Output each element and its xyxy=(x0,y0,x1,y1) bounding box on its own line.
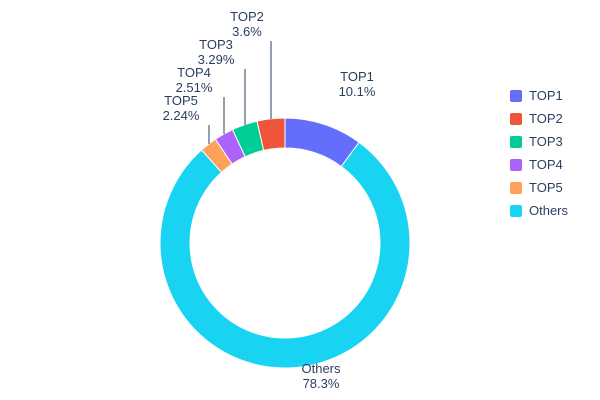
legend-item-top4[interactable]: TOP4 xyxy=(510,157,568,172)
legend-label-top3: TOP3 xyxy=(529,134,563,149)
legend-item-top5[interactable]: TOP5 xyxy=(510,180,568,195)
slice-label-top1-name: TOP1 xyxy=(340,69,374,84)
legend-item-others[interactable]: Others xyxy=(510,203,568,218)
slice-label-top3-pct: 3.29% xyxy=(198,52,235,67)
slice-label-top1-pct: 10.1% xyxy=(339,84,376,99)
legend-item-top1[interactable]: TOP1 xyxy=(510,88,568,103)
pie-slice-top2[interactable] xyxy=(256,117,286,152)
slice-label-top5-name: TOP5 xyxy=(164,93,198,108)
legend-swatch-others xyxy=(510,204,522,217)
legend-label-top1: TOP1 xyxy=(529,88,563,103)
legend-item-top3[interactable]: TOP3 xyxy=(510,134,568,149)
legend-label-others: Others xyxy=(529,203,569,218)
legend-label-top4: TOP4 xyxy=(529,157,563,172)
slice-label-top2-pct: 3.6% xyxy=(232,24,262,39)
donut-slices xyxy=(159,117,411,369)
pie-slice-others[interactable] xyxy=(159,141,411,369)
legend-label-top5: TOP5 xyxy=(529,180,563,195)
legend: TOP1 TOP2 TOP3 TOP4 TOP5 Others xyxy=(510,88,568,218)
slice-label-top4-pct: 2.51% xyxy=(176,80,213,95)
slice-label-top4-name: TOP4 xyxy=(177,65,211,80)
legend-swatch-top5 xyxy=(510,181,522,194)
legend-item-top2[interactable]: TOP2 xyxy=(510,111,568,126)
slice-label-others-pct: 78.3% xyxy=(303,376,340,391)
slice-label-top5-pct: 2.24% xyxy=(163,108,200,123)
legend-swatch-top3 xyxy=(510,135,522,148)
leader-lines xyxy=(208,41,272,144)
legend-label-top2: TOP2 xyxy=(529,111,563,126)
slice-labels: TOP1 10.1% TOP2 3.6% TOP3 3.29% TOP4 2.5… xyxy=(163,9,376,391)
legend-swatch-top1 xyxy=(510,89,522,102)
slice-label-top2-name: TOP2 xyxy=(230,9,264,24)
slice-label-others-name: Others xyxy=(301,361,341,376)
legend-swatch-top2 xyxy=(510,112,522,125)
slice-label-top3-name: TOP3 xyxy=(199,37,233,52)
legend-swatch-top4 xyxy=(510,158,522,171)
